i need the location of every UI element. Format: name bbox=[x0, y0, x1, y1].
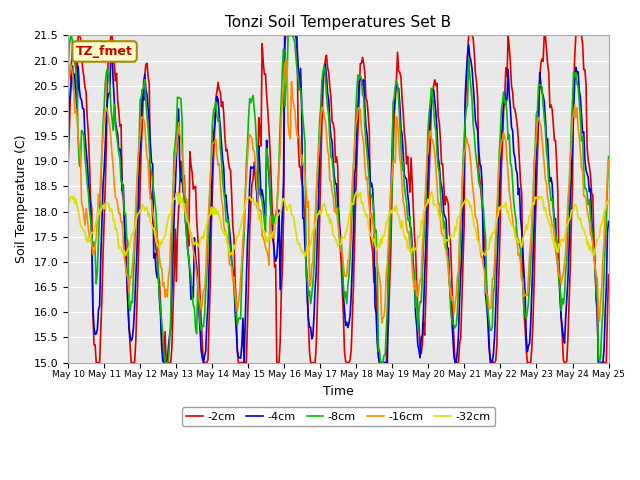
Legend: -2cm, -4cm, -8cm, -16cm, -32cm: -2cm, -4cm, -8cm, -16cm, -32cm bbox=[182, 408, 495, 426]
-2cm bbox=[369, 249, 376, 255]
-8cm bbox=[64, 69, 72, 75]
-16cm bbox=[282, 57, 290, 63]
Line: -4cm: -4cm bbox=[68, 36, 609, 362]
-4cm bbox=[605, 218, 612, 224]
-16cm bbox=[395, 135, 403, 141]
Line: -2cm: -2cm bbox=[68, 36, 609, 362]
-32cm bbox=[463, 198, 471, 204]
-2cm bbox=[605, 272, 612, 277]
-8cm bbox=[294, 75, 302, 81]
-8cm bbox=[463, 102, 471, 108]
-4cm bbox=[294, 65, 302, 71]
-4cm bbox=[64, 132, 72, 138]
-16cm bbox=[232, 298, 240, 303]
-16cm bbox=[463, 139, 471, 145]
-2cm bbox=[557, 315, 565, 321]
-32cm bbox=[395, 213, 403, 218]
-4cm bbox=[557, 315, 565, 321]
-32cm bbox=[64, 192, 72, 198]
-2cm bbox=[74, 33, 82, 38]
-2cm bbox=[235, 360, 243, 365]
-32cm bbox=[301, 253, 309, 259]
Line: -8cm: -8cm bbox=[68, 36, 609, 362]
-32cm bbox=[557, 237, 565, 243]
-2cm bbox=[64, 165, 72, 171]
-16cm bbox=[557, 281, 565, 287]
-32cm bbox=[292, 229, 300, 235]
-32cm bbox=[353, 189, 361, 194]
-8cm bbox=[395, 97, 403, 103]
-32cm bbox=[232, 237, 240, 243]
Text: TZ_fmet: TZ_fmet bbox=[76, 45, 133, 58]
-4cm bbox=[281, 33, 289, 38]
-16cm bbox=[605, 157, 612, 163]
-32cm bbox=[605, 197, 612, 203]
Line: -32cm: -32cm bbox=[68, 192, 609, 256]
-2cm bbox=[463, 53, 471, 59]
-16cm bbox=[368, 210, 376, 216]
-16cm bbox=[293, 133, 301, 139]
Title: Tonzi Soil Temperatures Set B: Tonzi Soil Temperatures Set B bbox=[225, 15, 451, 30]
-16cm bbox=[378, 320, 385, 326]
X-axis label: Time: Time bbox=[323, 385, 354, 398]
-4cm bbox=[234, 347, 241, 352]
Y-axis label: Soil Temperature (C): Soil Temperature (C) bbox=[15, 135, 28, 263]
-32cm bbox=[369, 238, 376, 243]
-8cm bbox=[235, 316, 243, 322]
-2cm bbox=[395, 69, 403, 74]
-8cm bbox=[557, 308, 565, 313]
-8cm bbox=[163, 360, 170, 365]
-16cm bbox=[64, 79, 72, 85]
-4cm bbox=[160, 360, 168, 365]
Line: -16cm: -16cm bbox=[68, 60, 609, 323]
-2cm bbox=[92, 360, 100, 365]
-2cm bbox=[294, 141, 302, 146]
-8cm bbox=[369, 197, 376, 203]
-4cm bbox=[463, 54, 471, 60]
-4cm bbox=[395, 86, 403, 92]
-8cm bbox=[605, 154, 612, 159]
-8cm bbox=[68, 33, 76, 38]
-4cm bbox=[369, 187, 376, 192]
